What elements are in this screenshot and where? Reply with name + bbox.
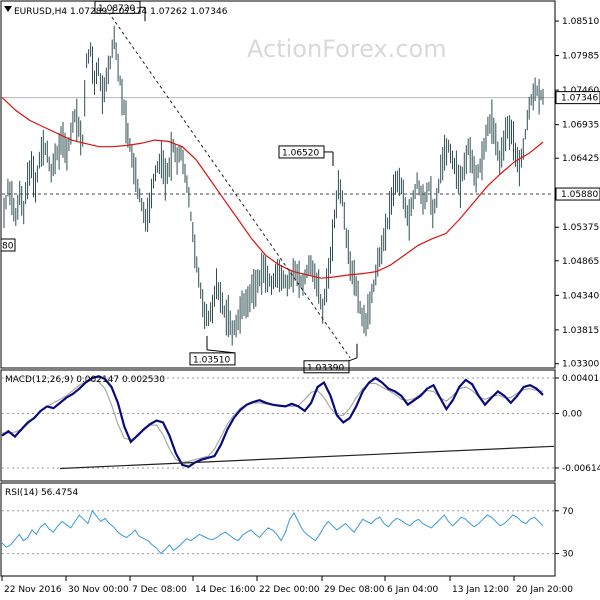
price-y-tick-label: 1.04340 <box>562 291 599 301</box>
moving-average-line <box>1 96 544 279</box>
macd-panel: MACD(12,26,9) 0.002147 0.002530 0.004011… <box>0 369 600 482</box>
collapse-arrow-icon[interactable] <box>4 6 12 12</box>
rsi-line <box>1 509 544 555</box>
price-y-axis: 1.085101.079851.074601.069351.064251.058… <box>555 17 600 370</box>
trend-line <box>104 6 351 359</box>
level-price-label: 1.05880 <box>561 190 598 200</box>
price-y-tick-label: 1.05375 <box>562 223 599 233</box>
level-price-box <box>555 187 600 201</box>
macd-header: MACD(12,26,9) 0.002147 0.002530 <box>5 375 165 385</box>
price-y-tick-label: 1.07985 <box>562 52 599 62</box>
macd-gridlines <box>2 377 554 469</box>
x-axis: 22 Nov 2016 30 Nov 00:00 7 Dec 08:00 14 Dec… <box>1 576 573 595</box>
price-y-tick-label: 1.04865 <box>562 257 599 267</box>
macd-y-axis: 0.004011 0.00 -0.006143 <box>555 374 600 474</box>
left-edge-label-box <box>0 238 16 252</box>
x-tick-label: 29 Dec 08:00 <box>324 585 385 595</box>
price-y-tick-label: 1.06935 <box>562 121 599 131</box>
price-y-tick-label: 1.08510 <box>562 17 599 27</box>
rsi-panel: RSI(14) 56.4754 70 30 <box>0 482 574 577</box>
left-edge-label: 80 <box>2 242 14 252</box>
rsi-gridlines <box>2 510 554 555</box>
rsi-y-axis: 70 30 <box>555 507 574 560</box>
price-y-tick-label: 1.06425 <box>562 154 599 164</box>
last-price-box <box>555 91 600 105</box>
rsi-y-tick-label: 70 <box>562 507 574 517</box>
watermark: ActionForex.com <box>247 35 447 63</box>
price-y-tick-label: 1.03815 <box>562 326 599 336</box>
annotation-label: 1.03510 <box>193 355 230 365</box>
macd-y-tick-label: -0.006143 <box>562 464 600 474</box>
rsi-header: RSI(14) 56.4754 <box>5 488 78 498</box>
rsi-frame <box>0 482 556 577</box>
annotation-leader <box>348 357 358 362</box>
macd-trend-line <box>59 445 555 470</box>
annotation-box <box>189 352 236 366</box>
x-tick-label: 7 Dec 08:00 <box>132 585 187 595</box>
x-tick-label: 20 Jan 20:00 <box>516 585 573 595</box>
annotation-label: 1.06520 <box>282 148 319 158</box>
x-tick-label: 30 Nov 00:00 <box>68 585 129 595</box>
x-tick-label: 13 Jan 12:00 <box>452 585 509 595</box>
x-tick-label: 22 Dec 00:00 <box>259 585 320 595</box>
macd-main-line <box>1 375 544 468</box>
macd-y-tick-label: 0.004011 <box>562 374 600 384</box>
price-bars <box>3 25 544 346</box>
x-tick-label: 6 Jan 04:00 <box>387 585 439 595</box>
price-frame <box>0 0 556 369</box>
macd-y-tick-label: 0.00 <box>562 410 582 420</box>
macd-frame <box>0 369 556 482</box>
annotation-box <box>278 145 325 159</box>
annotation-label: 1.08720 <box>98 4 135 14</box>
rsi-y-tick-label: 30 <box>562 550 574 560</box>
price-y-tick-label: 1.03300 <box>562 360 599 370</box>
x-tick-label: 14 Dec 16:00 <box>195 585 256 595</box>
last-price-label: 1.07346 <box>561 94 598 104</box>
x-tick-label: 22 Nov 2016 <box>4 585 62 595</box>
price-header: EURUSD,H4 1.07289 1.07374 1.07262 1.0734… <box>14 7 228 17</box>
